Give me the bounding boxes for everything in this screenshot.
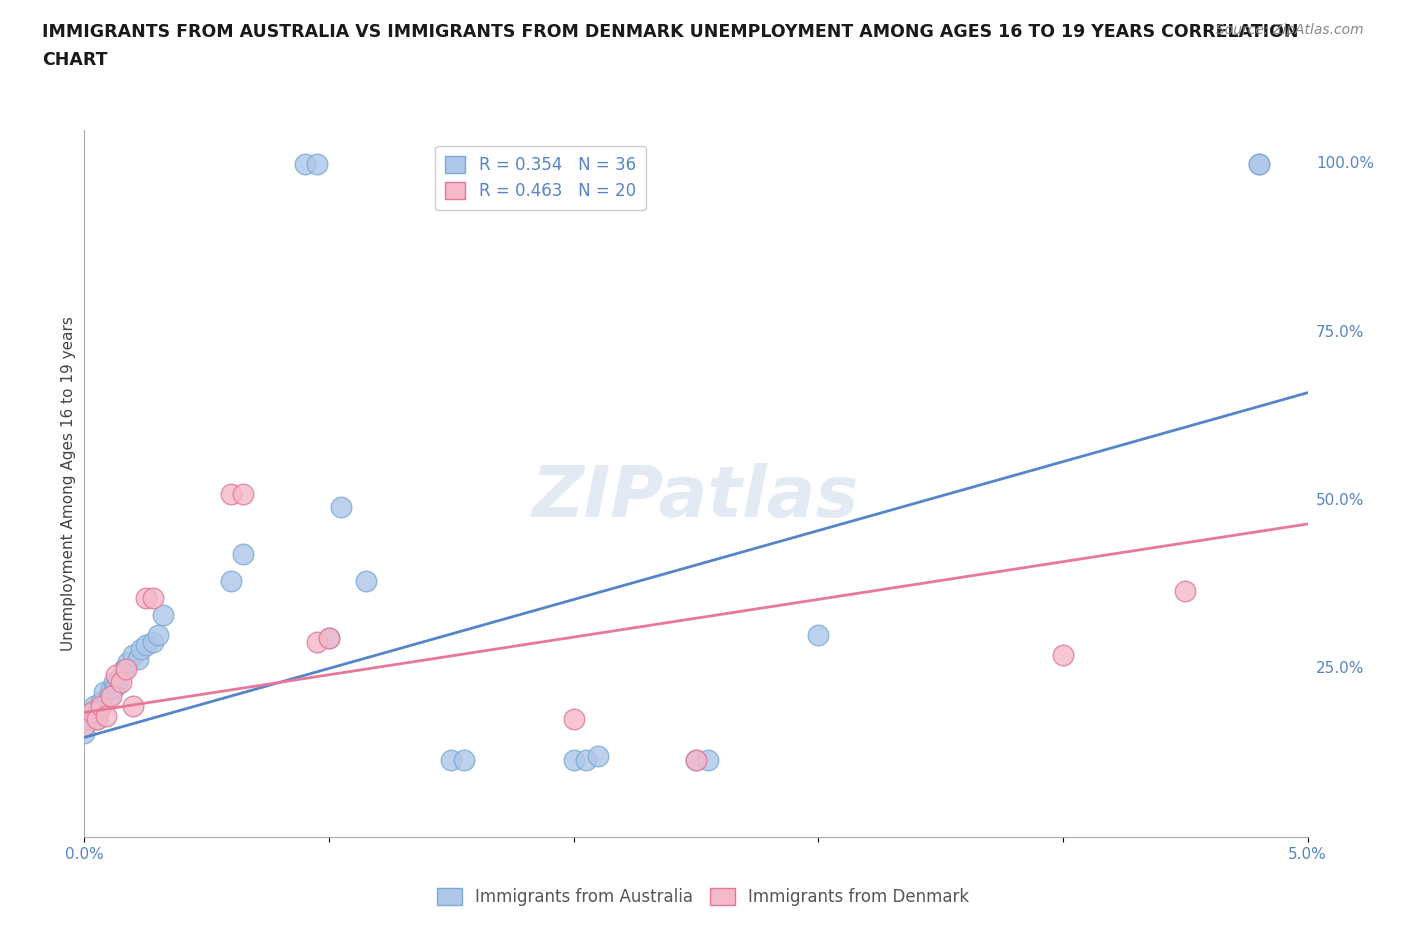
Point	[232, 547, 254, 562]
Point	[294, 156, 316, 171]
Point	[219, 486, 242, 501]
Point	[685, 752, 707, 767]
Point	[232, 486, 254, 501]
Point	[586, 749, 609, 764]
Point	[135, 638, 157, 653]
Point	[105, 678, 128, 693]
Point	[96, 709, 118, 724]
Point	[122, 698, 145, 713]
Point	[86, 711, 108, 726]
Point	[807, 628, 830, 643]
Point	[86, 711, 108, 726]
Point	[90, 698, 112, 713]
Point	[453, 752, 475, 767]
Point	[354, 574, 377, 589]
Text: 75.0%: 75.0%	[1316, 325, 1364, 339]
Point	[100, 688, 122, 703]
Text: 100.0%: 100.0%	[1316, 156, 1374, 171]
Point	[318, 631, 340, 645]
Text: CHART: CHART	[42, 51, 108, 69]
Point	[219, 574, 242, 589]
Point	[83, 698, 105, 713]
Point	[318, 631, 340, 645]
Point	[80, 705, 103, 720]
Point	[1247, 156, 1270, 171]
Point	[1247, 156, 1270, 171]
Point	[103, 675, 125, 690]
Point	[112, 661, 135, 676]
Point	[107, 671, 129, 686]
Point	[152, 607, 174, 622]
Point	[97, 688, 120, 703]
Point	[73, 719, 96, 734]
Point	[142, 634, 165, 649]
Point	[1052, 648, 1074, 663]
Point	[80, 705, 103, 720]
Point	[73, 725, 96, 740]
Point	[87, 701, 110, 716]
Point	[305, 634, 328, 649]
Text: IMMIGRANTS FROM AUSTRALIA VS IMMIGRANTS FROM DENMARK UNEMPLOYMENT AMONG AGES 16 : IMMIGRANTS FROM AUSTRALIA VS IMMIGRANTS …	[42, 23, 1299, 41]
Point	[697, 752, 720, 767]
Point	[115, 661, 138, 676]
Point	[142, 591, 165, 605]
Point	[685, 752, 707, 767]
Point	[129, 641, 152, 656]
Point	[110, 675, 132, 690]
Y-axis label: Unemployment Among Ages 16 to 19 years: Unemployment Among Ages 16 to 19 years	[60, 316, 76, 651]
Text: 50.0%: 50.0%	[1316, 493, 1364, 508]
Point	[1174, 584, 1197, 599]
Point	[122, 648, 145, 663]
Point	[575, 752, 598, 767]
Legend: R = 0.354   N = 36, R = 0.463   N = 20: R = 0.354 N = 36, R = 0.463 N = 20	[436, 146, 645, 210]
Point	[117, 655, 139, 670]
Text: 25.0%: 25.0%	[1316, 661, 1364, 676]
Point	[105, 668, 128, 683]
Point	[90, 695, 112, 710]
Point	[93, 684, 115, 699]
Point	[562, 752, 585, 767]
Point	[440, 752, 463, 767]
Point	[135, 591, 157, 605]
Point	[146, 628, 169, 643]
Point	[305, 156, 328, 171]
Point	[330, 499, 353, 514]
Point	[100, 682, 122, 697]
Point	[77, 711, 100, 726]
Text: Source: ZipAtlas.com: Source: ZipAtlas.com	[1216, 23, 1364, 37]
Text: ZIPatlas: ZIPatlas	[533, 463, 859, 532]
Legend: Immigrants from Australia, Immigrants from Denmark: Immigrants from Australia, Immigrants fr…	[430, 881, 976, 912]
Point	[562, 711, 585, 726]
Point	[127, 651, 149, 666]
